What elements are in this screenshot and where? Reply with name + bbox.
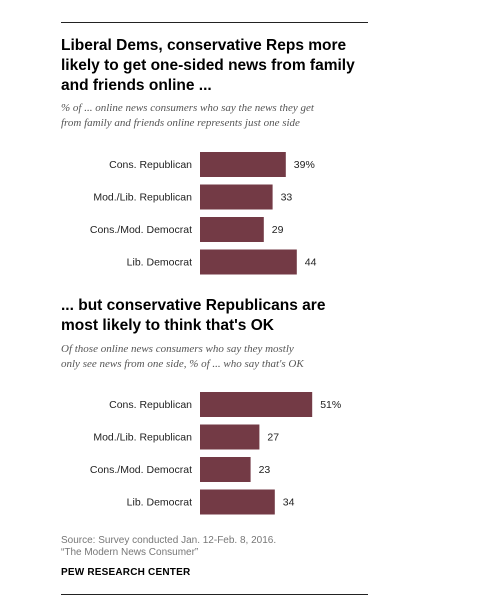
bar: [200, 424, 260, 450]
chart-1-subtitle: % of ... online news consumers who say t…: [61, 101, 391, 131]
chart-1-title-line: Liberal Dems, conservative Reps more: [61, 37, 347, 54]
bottom-rule: [61, 594, 368, 595]
bar: [200, 152, 286, 177]
bar: [200, 217, 264, 242]
bar: [200, 457, 251, 482]
category-label: Cons. Republican: [109, 399, 192, 411]
top-rule: [61, 22, 368, 23]
value-label: 29: [272, 224, 284, 236]
chart-1-title: Liberal Dems, conservative Reps more lik…: [61, 36, 381, 96]
category-label: Cons./Mod. Democrat: [90, 464, 192, 476]
chart-2-title-line: ... but conservative Republicans are: [61, 297, 326, 314]
chart-2-title-line: most likely to think that's OK: [61, 317, 274, 334]
value-label: 23: [259, 464, 271, 476]
value-label: 27: [267, 432, 279, 444]
bar: [200, 392, 313, 417]
category-label: Cons. Republican: [109, 159, 192, 171]
value-label: 51%: [320, 399, 341, 411]
chart-1-subtitle-line: % of ... online news consumers who say t…: [61, 102, 314, 114]
brand-label: PEW RESEARCH CENTER: [61, 567, 191, 578]
chart-1-title-line: and friends online ...: [61, 77, 212, 94]
category-label: Lib. Democrat: [127, 497, 192, 509]
chart-2-subtitle: Of those online news consumers who say t…: [61, 342, 391, 372]
source-note: Source: Survey conducted Jan. 12-Feb. 8,…: [61, 535, 276, 559]
chart-2: Cons. Republican 51% Mod./Lib. Republican 2…: [90, 392, 341, 515]
category-label: Mod./Lib. Republican: [93, 432, 192, 444]
chart-1-title-line: likely to get one-sided news from family: [61, 57, 355, 74]
value-label: 34: [283, 497, 295, 509]
source-line: Source: Survey conducted Jan. 12-Feb. 8,…: [61, 535, 277, 546]
value-label: 33: [281, 192, 293, 204]
chart-2-subtitle-line: only see news from one side, % of ... wh…: [61, 358, 304, 370]
bar: [200, 249, 297, 275]
chart-2-subtitle-line: Of those online news consumers who say t…: [61, 343, 294, 355]
bar: [200, 489, 275, 515]
category-label: Mod./Lib. Republican: [93, 192, 192, 204]
value-label: 39%: [294, 159, 315, 171]
category-label: Cons./Mod. Democrat: [90, 224, 192, 236]
category-label: Lib. Democrat: [127, 257, 192, 269]
chart-2-title: ... but conservative Republicans are mos…: [61, 296, 381, 336]
source-line: “The Modern News Consumer”: [61, 547, 199, 558]
value-label: 44: [305, 257, 317, 269]
chart-1: Cons. Republican 39% Mod./Lib. Republican 3…: [90, 152, 317, 275]
bar: [200, 184, 273, 210]
chart-1-subtitle-line: from family and friends online represent…: [61, 117, 300, 129]
